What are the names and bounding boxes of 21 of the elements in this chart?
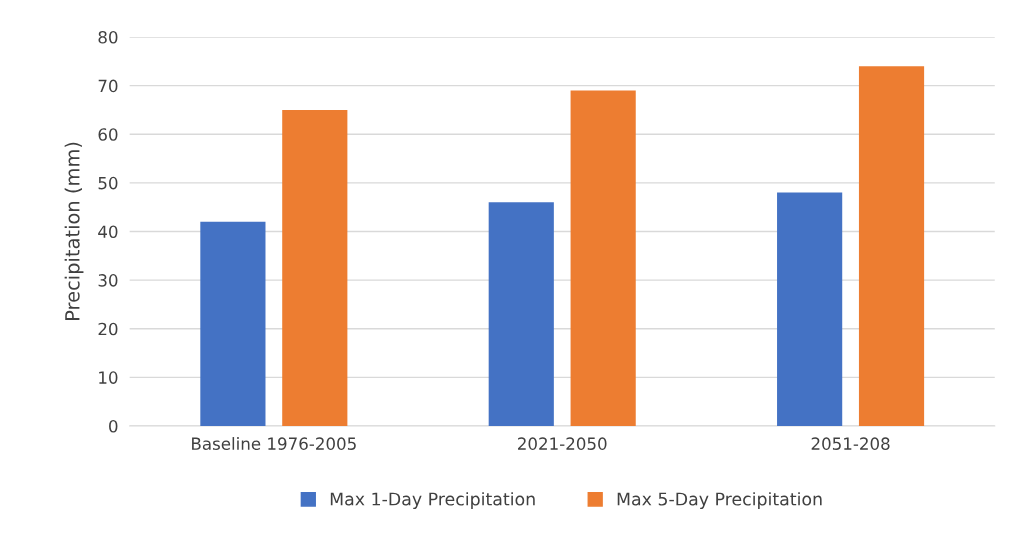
bar (488, 202, 554, 426)
y-axis-title: Precipitation (mm) (64, 142, 84, 320)
bar (570, 90, 636, 426)
y-tick-label: 80 (98, 30, 118, 44)
bar (858, 66, 925, 426)
bar (200, 221, 266, 426)
y-tick-label: 30 (98, 274, 118, 287)
y-tick-label: 20 (98, 322, 118, 336)
bar (282, 109, 348, 426)
x-tick-label: 2051-208 (811, 437, 890, 450)
y-tick-label: 50 (98, 176, 118, 190)
x-tick-label: 2021-2050 (518, 437, 607, 450)
legend-label: Max 1-Day Precipitation (330, 492, 535, 509)
legend-label: Max 5-Day Precipitation (617, 492, 822, 509)
x-tick-label: Baseline 1976-2005 (192, 437, 356, 450)
y-tick-label: 60 (98, 128, 118, 141)
y-tick-label: 10 (99, 371, 118, 384)
bar (777, 192, 843, 426)
y-tick-label: 0 (109, 419, 118, 433)
y-tick-label: 40 (98, 225, 118, 239)
y-tick-label: 70 (98, 79, 118, 93)
